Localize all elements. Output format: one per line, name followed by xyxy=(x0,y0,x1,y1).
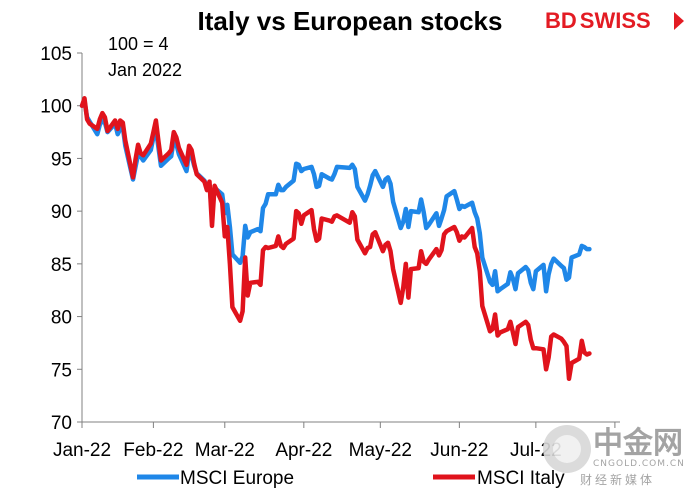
axes: 70 75 80 85 90 95 100 105 Jan-22 Feb-22 Mar-22 Apr-… xyxy=(40,44,620,461)
brand-logo: BD SWISS xyxy=(545,8,684,33)
base-note-line2: Jan 2022 xyxy=(108,60,182,80)
x-tick-label: Mar-22 xyxy=(195,440,255,461)
x-tick-label: May-22 xyxy=(349,440,412,461)
series-line-msci-europe xyxy=(79,99,592,294)
legend: MSCI Europe MSCI Italy xyxy=(137,468,565,489)
x-tick-label: Apr-22 xyxy=(275,440,332,461)
y-tick-label: 80 xyxy=(51,308,72,329)
brand-arrow-icon xyxy=(674,12,684,30)
y-tick-label: 105 xyxy=(40,44,72,65)
brand-logo-bd: BD xyxy=(545,8,577,33)
legend-label: MSCI Europe xyxy=(180,468,294,489)
y-tick-label: 95 xyxy=(51,149,72,170)
y-tick-label: 75 xyxy=(51,360,72,381)
x-tick-label: Jun-22 xyxy=(430,440,488,461)
x-tick-label: Feb-22 xyxy=(123,440,183,461)
watermark: 中金网 CNGOLD.COM.CN 财经新媒体 xyxy=(543,425,685,487)
brand-logo-swiss: SWISS xyxy=(580,8,651,33)
y-tick-label: 85 xyxy=(51,255,72,276)
y-tick-label: 90 xyxy=(51,202,72,223)
series-layer xyxy=(79,96,592,382)
watermark-brand-text: 中金网 xyxy=(593,426,683,461)
y-tick-label: 70 xyxy=(51,413,72,434)
series-line-msci-italy xyxy=(79,96,592,382)
chart-title: Italy vs European stocks xyxy=(198,6,503,36)
watermark-subtitle: 财经新媒体 xyxy=(580,472,655,487)
watermark-url: CNGOLD.COM.CN xyxy=(593,459,685,469)
x-tick-label: Jan-22 xyxy=(53,440,111,461)
base-note-line1: 100 = 4 xyxy=(108,34,169,54)
y-tick-label: 100 xyxy=(40,97,72,118)
legend-label: MSCI Italy xyxy=(477,468,565,489)
